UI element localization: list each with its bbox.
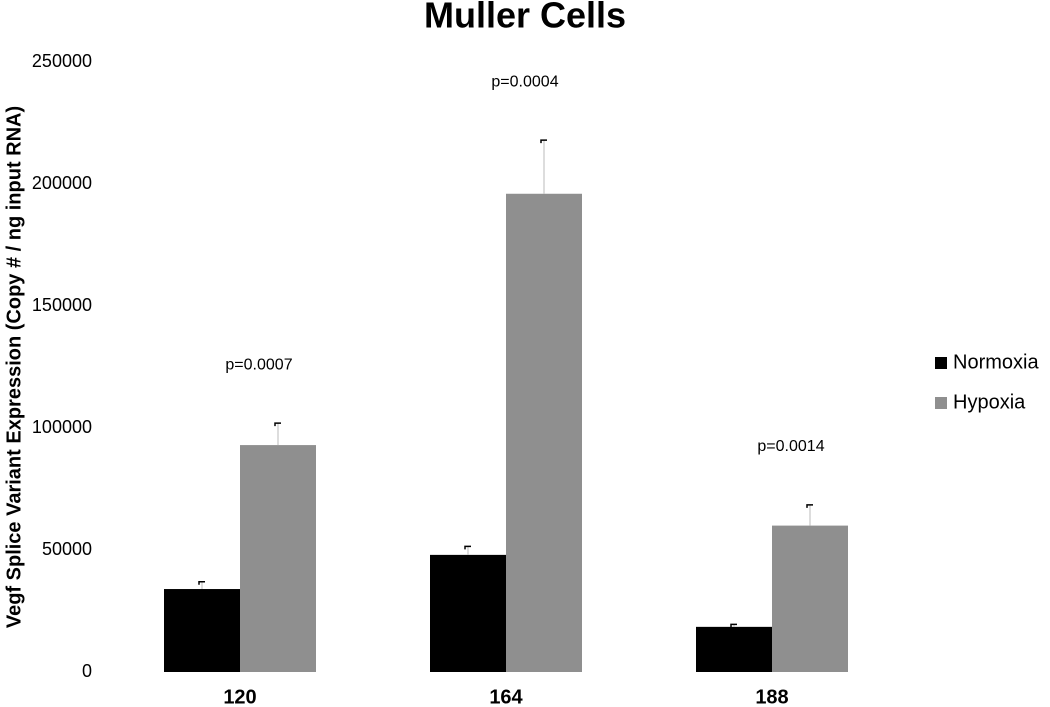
legend-swatch xyxy=(935,397,947,409)
bar xyxy=(506,193,582,672)
annotation: p=0.0014 xyxy=(757,438,824,455)
y-tick-label: 0 xyxy=(82,661,92,681)
annotation: p=0.0004 xyxy=(491,73,558,90)
bar xyxy=(240,445,316,672)
bar xyxy=(430,554,506,672)
legend-swatch xyxy=(935,357,947,369)
y-tick-label: 250000 xyxy=(32,51,92,71)
y-axis-label: Vegf Splice Variant Expression (Copy # /… xyxy=(3,106,25,628)
legend-label: Normoxia xyxy=(953,351,1039,373)
error-cap xyxy=(540,139,547,144)
y-tick-label: 200000 xyxy=(32,173,92,193)
y-tick-label: 100000 xyxy=(32,417,92,437)
x-tick-label: 120 xyxy=(223,686,256,707)
x-tick-label: 164 xyxy=(489,686,523,707)
bar xyxy=(164,589,240,672)
bar xyxy=(696,626,772,672)
bar xyxy=(772,525,848,672)
error-cap xyxy=(806,504,813,508)
error-cap xyxy=(198,580,205,585)
y-tick-label: 50000 xyxy=(42,539,92,559)
chart-title: Muller Cells xyxy=(424,0,626,36)
error-cap xyxy=(730,623,737,628)
y-tick-label: 150000 xyxy=(32,295,92,315)
x-tick-label: 188 xyxy=(755,686,788,707)
annotation: p=0.0007 xyxy=(225,356,292,373)
error-cap xyxy=(464,545,471,550)
error-cap xyxy=(274,422,281,427)
legend-label: Hypoxia xyxy=(953,391,1026,413)
